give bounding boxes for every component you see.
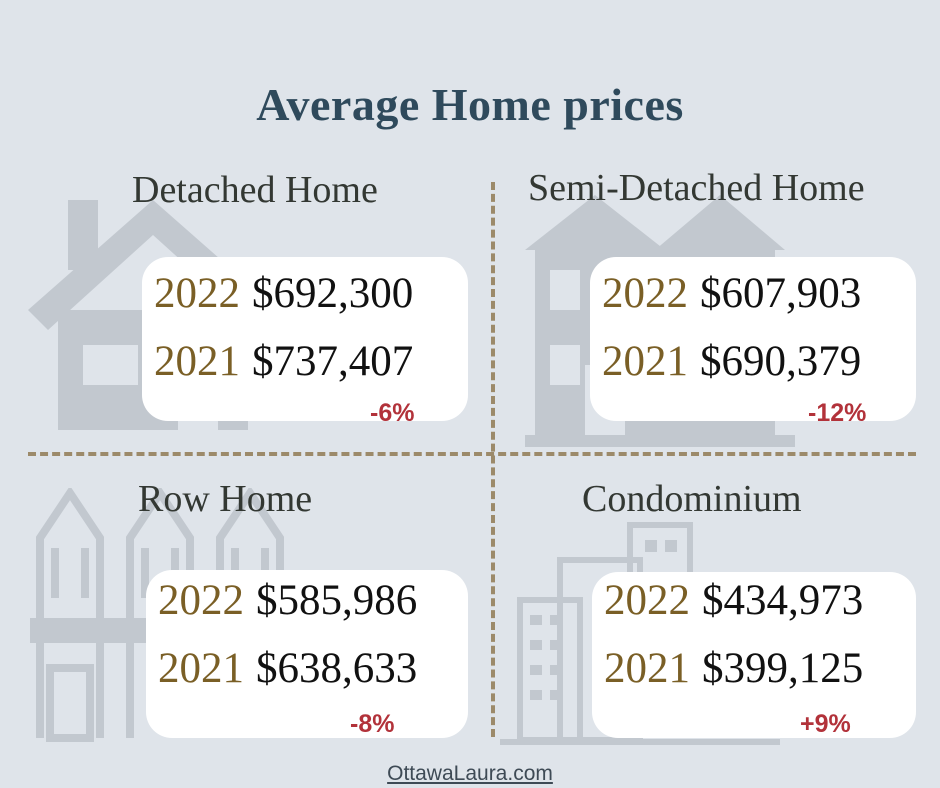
page-title: Average Home prices [256,79,684,130]
horizontal-divider [28,452,916,456]
price-row-2021: 2021 $399,125 [604,644,863,693]
website-link[interactable]: OttawaLaura.com [387,762,553,785]
price-value: $692,300 [252,270,414,317]
semi-detached-home-title: Semi-Detached Home [528,167,865,209]
row-home-card: 2022 $585,986 2021 $638,633 -8% [146,570,468,738]
price-row-2022: 2022 $692,300 [154,269,413,318]
change-badge: +9% [800,710,851,738]
price-row-2021: 2021 $737,407 [154,337,413,386]
price-value: $638,633 [256,645,418,692]
detached-home-card: 2022 $692,300 2021 $737,407 -6% [142,257,468,427]
price-row-2022: 2022 $607,903 [602,269,861,318]
price-value: $399,125 [702,645,864,692]
year-label: 2021 [158,645,244,692]
price-value: $607,903 [700,270,862,317]
semi-detached-home-card: 2022 $607,903 2021 $690,379 -12% [590,257,916,427]
price-value: $585,986 [256,577,418,624]
price-value: $434,973 [702,577,864,624]
year-label: 2022 [154,270,240,317]
condominium-building-icon [500,522,780,745]
change-badge: -12% [808,399,867,427]
change-badge: -6% [370,399,415,427]
price-value: $737,407 [252,338,414,385]
year-label: 2022 [602,270,688,317]
price-value: $690,379 [700,338,862,385]
price-row-2022: 2022 $434,973 [604,576,863,625]
year-label: 2022 [158,577,244,624]
detached-home-title: Detached Home [132,169,378,211]
year-label: 2022 [604,577,690,624]
year-label: 2021 [604,645,690,692]
vertical-divider [491,182,495,737]
change-badge: -8% [350,710,395,738]
price-row-2021: 2021 $690,379 [602,337,861,386]
price-row-2021: 2021 $638,633 [158,644,417,693]
price-row-2022: 2022 $585,986 [158,576,417,625]
year-label: 2021 [154,338,240,385]
condominium-card: 2022 $434,973 2021 $399,125 +9% [592,572,916,738]
year-label: 2021 [602,338,688,385]
row-home-title: Row Home [138,478,313,520]
condominium-title: Condominium [582,478,802,520]
